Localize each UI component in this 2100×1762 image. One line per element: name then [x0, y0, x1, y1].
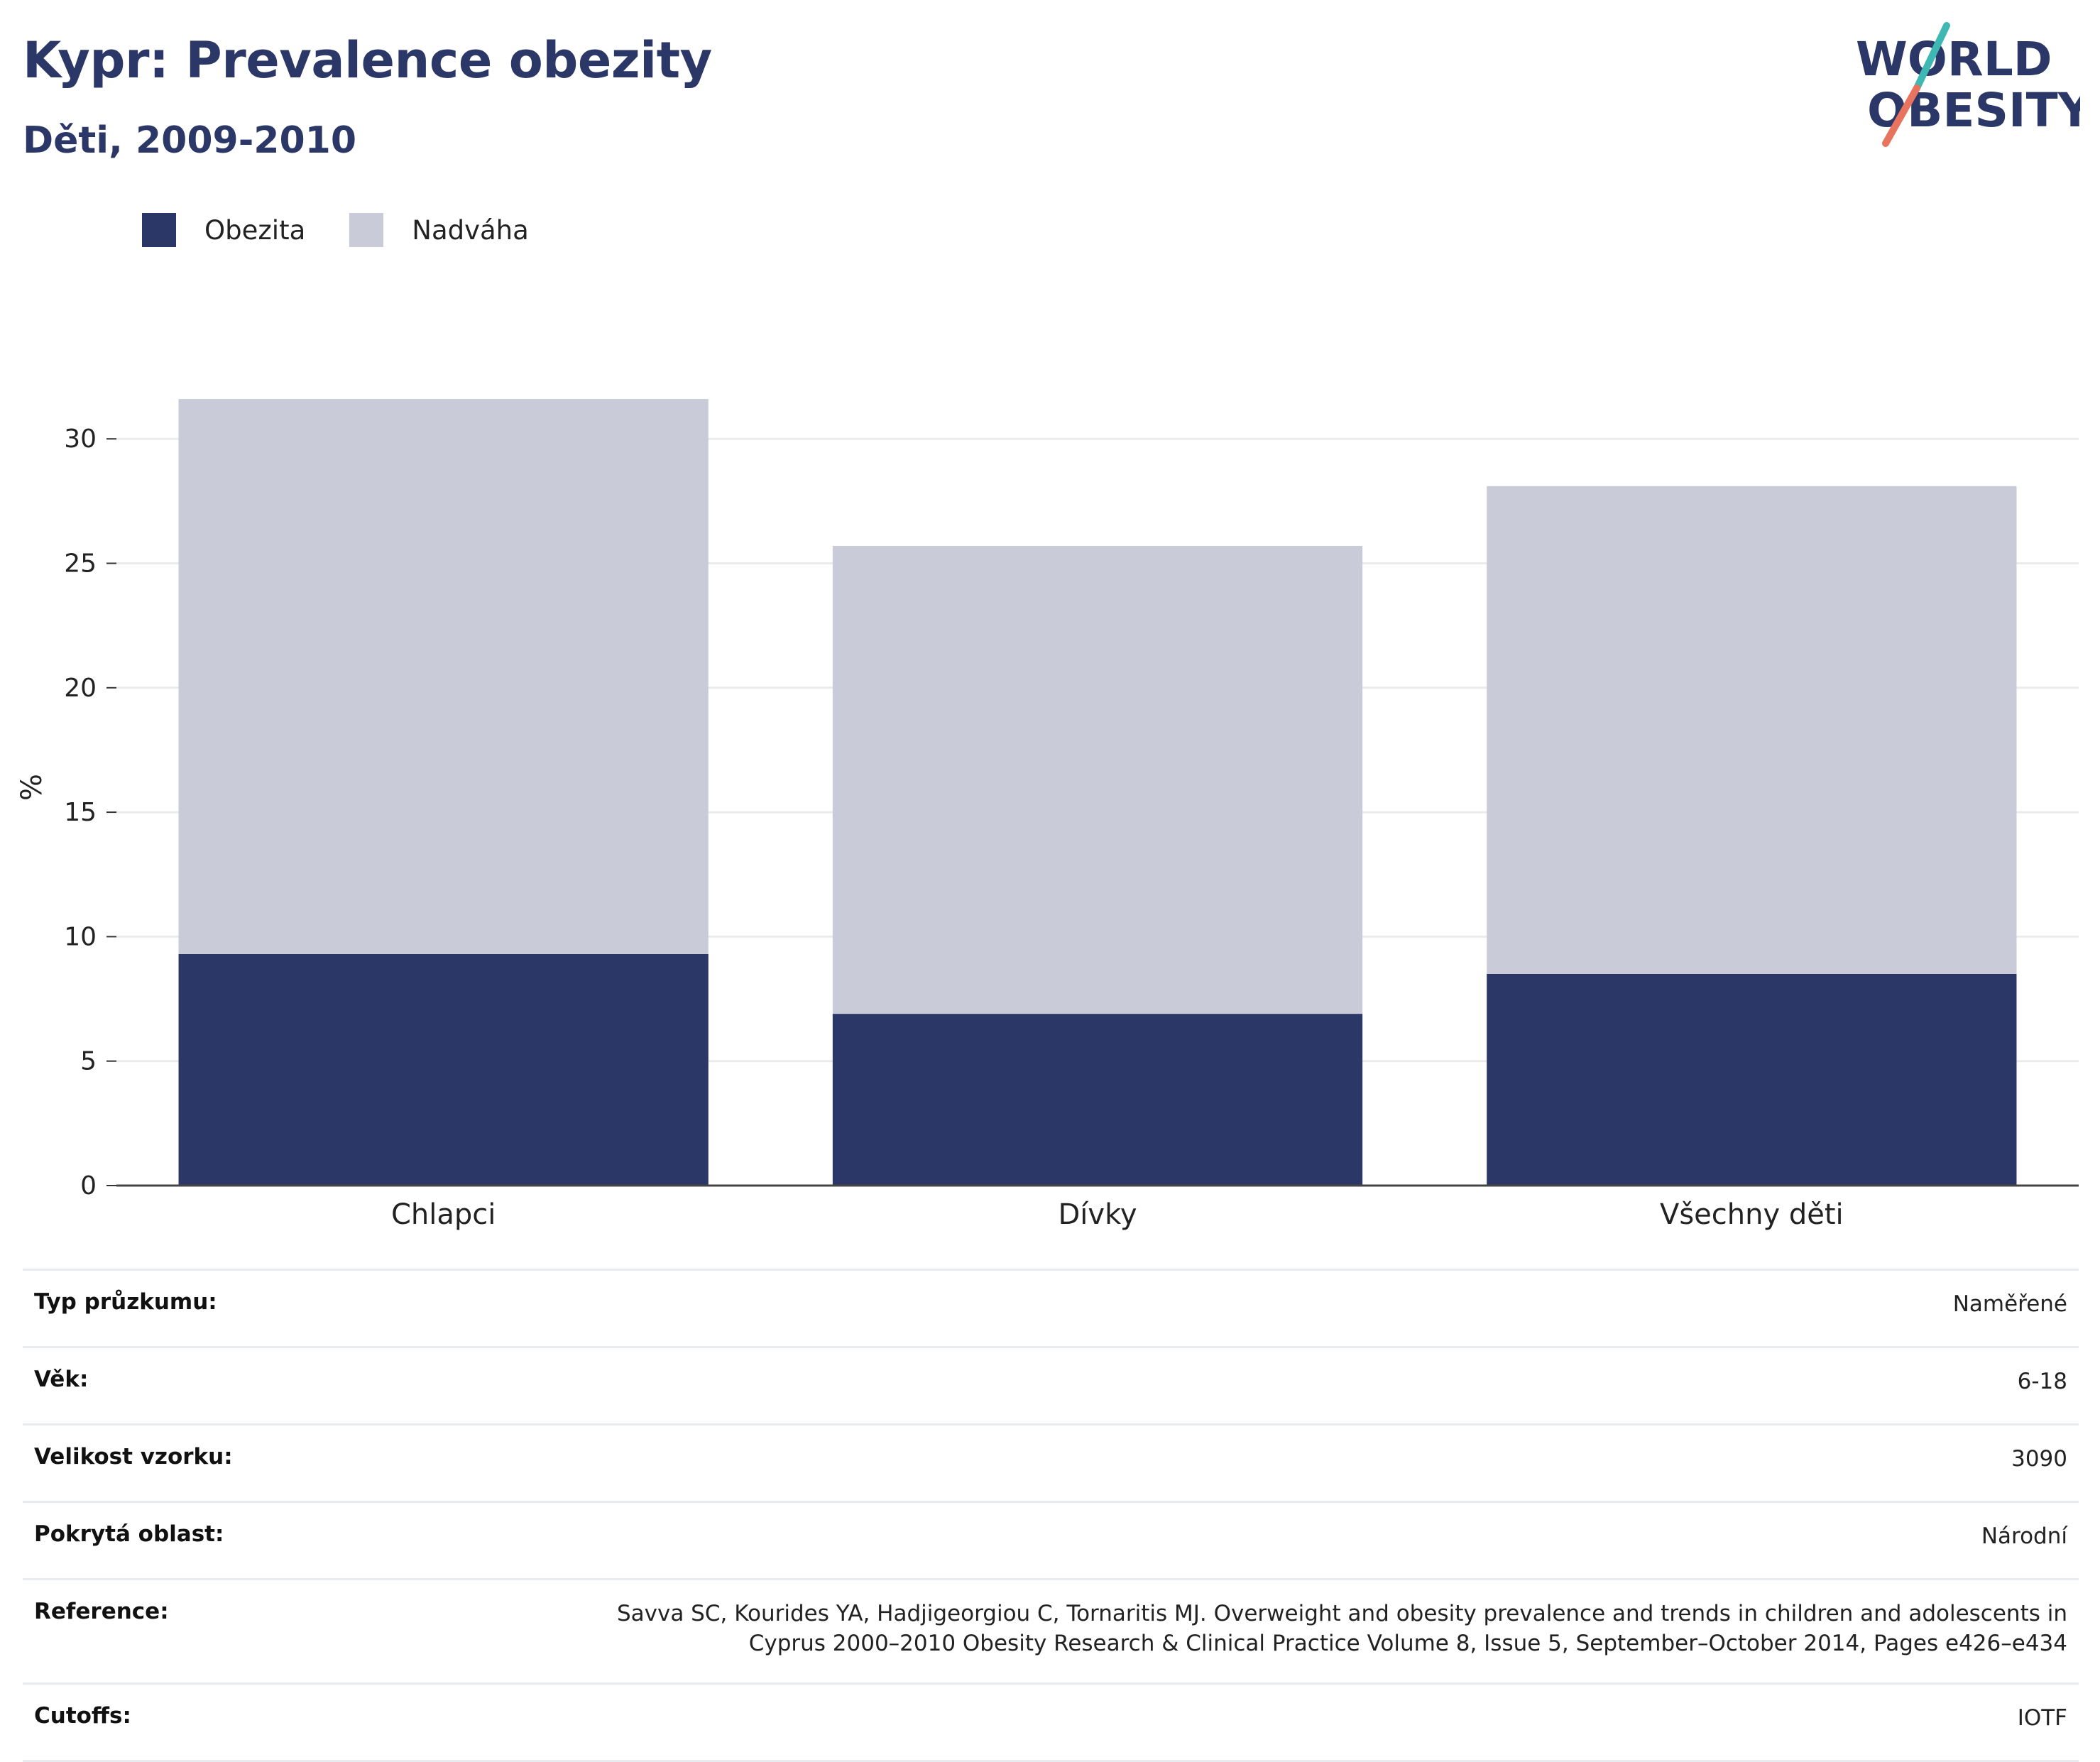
info-row-sample-size: Velikost vzorku: 3090: [23, 1423, 2079, 1501]
logo-text-world: WORLD: [1856, 32, 2052, 87]
info-key: Typ průzkumu:: [34, 1289, 217, 1315]
info-row-cutoffs: Cutoffs: IOTF: [23, 1682, 2079, 1762]
y-tick-label: 0: [80, 1171, 97, 1200]
bar-nadvaha: [1487, 486, 2017, 974]
y-tick-label: 15: [64, 798, 97, 827]
info-value: IOTF: [2017, 1705, 2067, 1731]
chart-title: Kypr: Prevalence obezity: [23, 31, 712, 89]
legend-label-nadvaha: Nadváha: [412, 214, 529, 246]
info-value-reference: Savva SC, Kourides YA, Hadjigeorgiou C, …: [616, 1601, 2067, 1656]
y-axis-label: %: [16, 774, 48, 801]
bar-obezita: [1487, 973, 2017, 1186]
survey-info-table: Typ průzkumu: Naměřené Věk: 6-18 Velikos…: [23, 1269, 2079, 1762]
info-key: Velikost vzorku:: [34, 1444, 233, 1470]
y-tick-label: 20: [64, 674, 97, 703]
logo-slash-teal: [1913, 22, 1950, 92]
legend-swatch-nadvaha: [349, 213, 384, 247]
y-tick-label: 5: [80, 1047, 97, 1076]
legend: Obezita Nadváha: [142, 210, 573, 250]
info-value: 3090: [2011, 1446, 2067, 1472]
bar-nadvaha: [832, 545, 1363, 1014]
y-tick-label: 25: [64, 549, 97, 579]
x-tick-label: Chlapci: [391, 1198, 496, 1231]
info-row-age: Věk: 6-18: [23, 1346, 2079, 1423]
logo-text-obesity: OBESITY: [1867, 83, 2080, 138]
bar-obezita: [178, 953, 709, 1186]
info-value: Národní: [1981, 1523, 2067, 1549]
info-key: Reference:: [34, 1599, 169, 1624]
info-value: 6-18: [2017, 1369, 2067, 1394]
info-key: Pokrytá oblast:: [34, 1521, 224, 1547]
info-value: Naměřené: [1952, 1291, 2067, 1317]
chart-subtitle: Děti, 2009-2010: [23, 119, 357, 162]
stacked-bar-chart: 0 5 10 15 20 25 30% Chlapci Dívky Všechny děti: [16, 399, 2079, 1231]
x-tick-label: Všechny děti: [1660, 1198, 1844, 1231]
info-row-reference: Reference: Savva SC, Kourides YA, Hadjig…: [23, 1578, 2079, 1682]
x-tick-label: Dívky: [1059, 1198, 1137, 1231]
info-key: Věk:: [34, 1367, 89, 1392]
info-row-survey-type: Typ průzkumu: Naměřené: [23, 1269, 2079, 1346]
legend-item-nadvaha[interactable]: Nadváha: [349, 213, 529, 247]
info-row-area-covered: Pokrytá oblast: Národní: [23, 1501, 2079, 1578]
y-tick-label: 30: [64, 425, 97, 454]
legend-label-obezita: Obezita: [204, 214, 306, 246]
logo-slash-coral: [1882, 84, 1920, 147]
info-key: Cutoffs:: [34, 1703, 131, 1729]
bar-nadvaha: [178, 399, 709, 954]
y-tick-label: 10: [64, 922, 97, 951]
legend-item-obezita[interactable]: Obezita: [142, 213, 305, 247]
bar-obezita: [832, 1014, 1363, 1186]
world-obesity-logo: WORLD OBESITY: [1856, 22, 2080, 147]
legend-swatch-obezita: [142, 213, 176, 247]
